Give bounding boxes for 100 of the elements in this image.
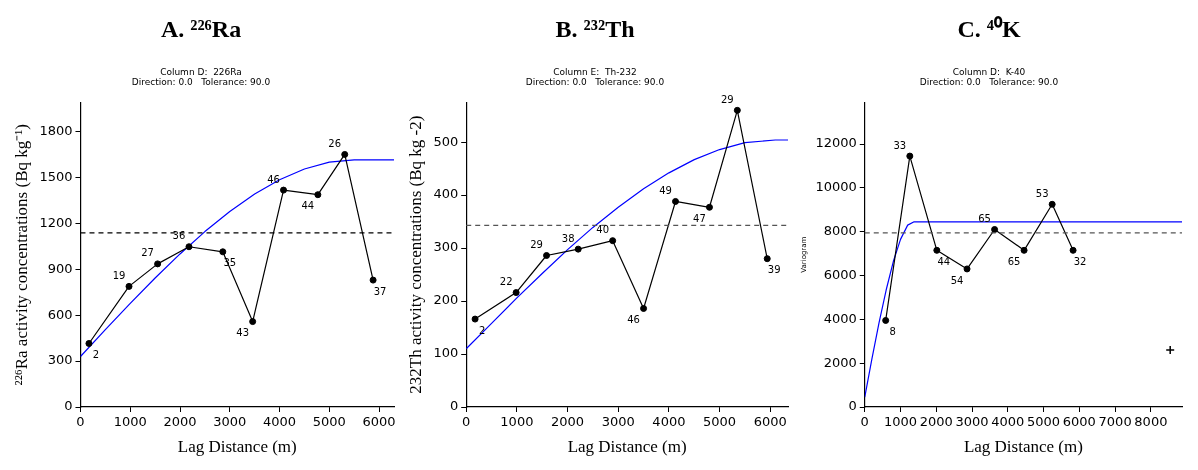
annotation: 36 [172,230,186,242]
x-axis-title: Lag Distance (m) [963,437,1083,457]
y-tick-label: 100 [433,345,459,361]
annotation: 65 [1007,255,1021,267]
chart-title: C. ⁴⁰K [957,15,1021,42]
annotation: 26 [328,138,342,150]
point [249,318,257,326]
annotation: 22 [499,276,513,288]
point [125,282,133,290]
point [154,260,162,268]
y-tick-label: 2000 [823,354,857,370]
annotation: 53 [1035,187,1049,199]
annotation: 49 [659,185,672,197]
annotation: 33 [893,139,907,151]
point [341,150,349,158]
x-tick-label: 7000 [1098,414,1132,430]
chart-title: A. ²²⁶Ra [160,15,242,42]
point [543,252,551,259]
y-tick-label: 1800 [39,122,73,138]
y-tick-label: 300 [433,239,459,255]
point [733,106,741,114]
y-tick-label: 0 [848,398,857,414]
y-tick-label: 1500 [39,168,73,184]
y-tick-label: 6000 [823,266,857,282]
x-tick-label: 4000 [652,414,686,430]
y-tick-label: 0 [449,398,459,414]
x-tick-label: 0 [462,414,471,430]
annotation: 27 [141,247,154,259]
annotation: 2 [92,349,100,361]
x-tick-label: 6000 [362,414,396,430]
point [672,197,679,205]
annotation: 38 [561,232,575,244]
point [882,316,890,324]
annotation: 47 [693,212,706,224]
x-tick-label: 4000 [262,414,297,430]
y-tick-label: 400 [433,186,459,202]
x-tick-label: 0 [860,414,869,430]
x-tick-label: 2000 [919,414,953,430]
point [963,265,971,273]
annotation: 37 [373,285,387,297]
chart-subtitle: Column D: 226Ra Direction: 0.0 Tolerance: 90.0 [131,66,271,88]
annotation: 2 [478,324,486,336]
x-tick-label: 1000 [113,414,147,430]
y-tick-label: 4000 [823,310,857,326]
point [1048,200,1056,208]
chart-title: B. ²³²Th [555,15,635,42]
x-tick-label: 5000 [312,414,346,430]
point [280,186,288,194]
annotation: 39 [767,264,781,276]
point [933,246,941,254]
point [1020,246,1028,254]
x-tick-label: 2000 [551,414,585,430]
x-tick-label: 1000 [883,414,918,430]
x-tick-label: 8000 [1134,414,1168,430]
annotation: 29 [530,239,543,251]
y-tick-label: 900 [47,260,73,276]
point [705,203,713,211]
x-tick-label: 3000 [955,414,989,430]
point [1069,246,1077,254]
point [574,245,582,253]
y-tick-label: 600 [47,306,73,322]
point [369,276,377,284]
y-tick-label: 0 [64,398,73,414]
annotation: 44 [301,200,315,212]
annotation: 43 [236,327,250,339]
annotation: 44 [937,255,951,267]
y-tick-label: 300 [47,352,73,368]
annotation: 32 [1073,255,1087,267]
y-tick-label: 500 [433,133,459,149]
y-tick-label: 200 [433,292,459,308]
point [609,237,617,245]
x-tick-label: 5000 [1027,414,1061,430]
point [991,226,999,233]
annotation: 46 [267,173,280,185]
x-axis-title: Lag Distance (m) [567,437,687,457]
annotation: 29 [720,93,734,105]
x-tick-label: 2000 [163,414,197,430]
x-tick-label: 3000 [601,414,635,430]
chart-subtitle: Column D: K-40 Direction: 0.0 Tolerance: 90.0 [919,66,1059,88]
point [512,289,520,297]
y-tick-label: 8000 [823,223,857,239]
point [906,152,914,160]
y-axis-title: 232Th activity concentrations (Bq kg -2) [405,115,425,394]
chart-subtitle: Column E: Th-232 Direction: 0.0 Tolerance: 90.0 [525,66,665,88]
annotation: 54 [950,274,964,286]
x-tick-label: 4000 [991,414,1025,430]
y-axis-title: ²²⁶Ra activity concentrations (Bq kg⁻¹) [11,124,31,386]
point [1165,345,1175,355]
annotation: 19 [112,269,126,281]
point [85,339,93,347]
y-tick-label: 10000 [815,179,857,195]
x-tick-label: 6000 [753,414,787,430]
point [471,315,479,323]
point [640,304,648,312]
point [314,191,322,199]
point [219,248,227,256]
y-tick-label: 1200 [39,214,73,230]
point [763,255,771,263]
x-tick-label: 1000 [500,414,534,430]
annotation: 40 [596,224,610,236]
